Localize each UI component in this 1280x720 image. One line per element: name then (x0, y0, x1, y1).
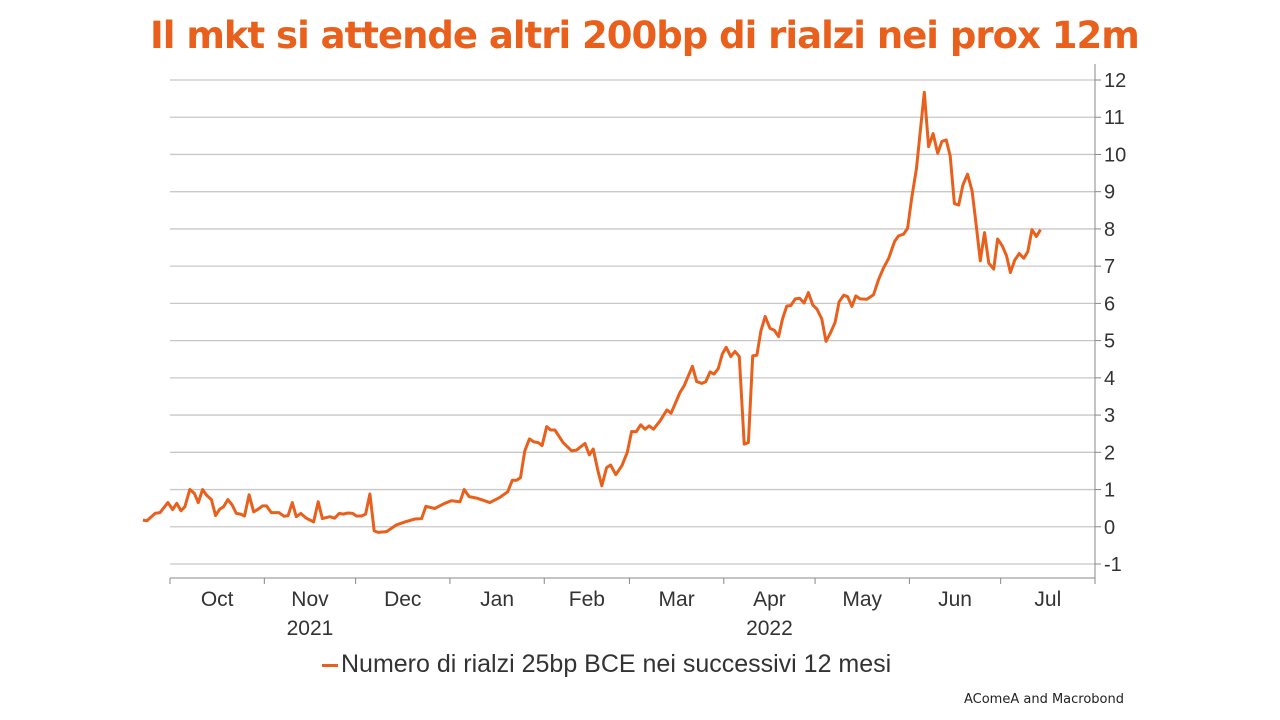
y-tick-label: 5 (1104, 331, 1115, 353)
x-tick-label: Mar (659, 588, 695, 611)
y-tick-label: 2 (1104, 442, 1115, 464)
legend-swatch (322, 664, 338, 667)
y-tick-label: -1 (1104, 554, 1122, 576)
x-year-label: 2021 (287, 617, 334, 640)
y-tick-label: 1 (1104, 480, 1115, 502)
x-tick-label: Jan (480, 588, 514, 611)
y-tick-label: 7 (1104, 256, 1115, 278)
x-year-label: 2022 (746, 617, 793, 640)
series-line (142, 90, 1042, 534)
chart-title: Il mkt si attende altri 200bp di rialzi … (150, 14, 1140, 57)
y-tick-label: 0 (1104, 517, 1115, 539)
x-tick-label: Apr (753, 588, 786, 611)
x-tick-label: Feb (569, 588, 605, 611)
y-tick-label: 3 (1104, 405, 1115, 427)
x-tick-label: Oct (201, 588, 234, 611)
y-tick-label: 12 (1104, 70, 1126, 92)
legend: Numero di rialzi 25bp BCE nei successivi… (322, 650, 891, 679)
legend-label: Numero di rialzi 25bp BCE nei successivi… (341, 650, 892, 678)
y-tick-label: 10 (1104, 144, 1126, 166)
y-tick-label: 6 (1104, 293, 1115, 315)
axes (169, 64, 1101, 584)
x-tick-label: Jul (1034, 588, 1061, 611)
y-tick-label: 9 (1104, 182, 1115, 204)
x-tick-labels: Oct Nov Dec Jan Feb Mar Apr May Jun Jul 2021 2022 (201, 588, 1061, 640)
x-tick-label: Jun (938, 588, 972, 611)
x-tick-label: Dec (384, 588, 421, 611)
gridlines (170, 79, 1095, 565)
y-tick-label: 11 (1104, 107, 1125, 129)
x-tick-label: May (842, 588, 882, 611)
y-tick-label: 4 (1104, 368, 1115, 390)
source-note: AComeA and Macrobond (963, 692, 1124, 707)
x-tick-label: Nov (291, 588, 329, 611)
y-tick-label: 8 (1104, 219, 1115, 241)
